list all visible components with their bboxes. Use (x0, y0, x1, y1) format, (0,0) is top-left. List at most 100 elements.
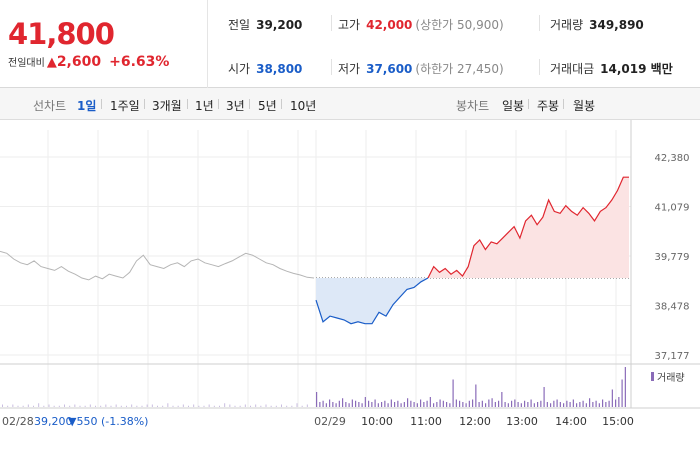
volume-bar (585, 403, 587, 407)
divider (281, 99, 282, 109)
stat-label: 저가 (338, 62, 361, 76)
volume-bar (89, 404, 91, 407)
volume-bar (550, 403, 552, 407)
stats-grid: 전일 39,200 고가 42,000 (상한가 50,900) 거래량 349,890… (209, 0, 700, 88)
stat-amount: 거래대금 14,019 백만 (550, 60, 673, 77)
volume-bar (602, 399, 604, 407)
stat-value: 349,890 (589, 18, 644, 32)
volume-bar (498, 400, 500, 407)
volume-bar (319, 402, 321, 407)
volume-bar (260, 405, 262, 407)
volume-bar (569, 402, 571, 407)
volume-legend-label: 거래량 (657, 372, 685, 384)
volume-bar (157, 405, 158, 407)
volume-bar (131, 404, 133, 407)
line-chart-label: 선차트 (33, 99, 67, 113)
down-area (316, 278, 428, 324)
volume-bar (53, 405, 55, 407)
prev-day-change: ▼550 (-1.38%) (68, 415, 148, 428)
volume-bar (533, 403, 535, 407)
down-line (315, 277, 429, 325)
volume-bar (452, 379, 454, 407)
volume-bar (423, 402, 425, 407)
volume-bar (193, 404, 195, 407)
volume-bar (188, 405, 189, 407)
volume-bar (546, 402, 548, 407)
divider (539, 15, 540, 31)
volume-bar (537, 402, 539, 407)
volume-bar (442, 400, 444, 407)
x-tick-label: 15:00 (602, 415, 634, 428)
volume-bar (270, 405, 272, 407)
volume-bar (543, 387, 545, 407)
candle-monthly[interactable]: 월봉 (573, 99, 596, 113)
volume-bar (374, 399, 376, 407)
stat-high: 고가 42,000 (상한가 50,900) (338, 16, 504, 33)
volume-bar (239, 405, 241, 407)
divider (249, 99, 250, 109)
stat-value: 39,200 (256, 18, 303, 32)
volume-bar (530, 399, 532, 407)
volume-bar (394, 402, 396, 407)
change-label: 전일대비 (8, 58, 45, 69)
upper-limit: (상한가 50,900) (415, 18, 504, 32)
candle-weekly[interactable]: 주봉 (537, 99, 560, 113)
volume-bar (33, 405, 34, 407)
candle-daily[interactable]: 일봉 (502, 99, 525, 113)
volume-bar (69, 405, 71, 407)
volume-bar (364, 397, 366, 407)
volume-bar (410, 400, 412, 407)
volume-bar (407, 398, 409, 407)
volume-bar (488, 399, 490, 407)
volume-bar (468, 400, 470, 407)
period-1y[interactable]: 1년 (195, 99, 214, 113)
period-3m[interactable]: 3개월 (152, 99, 182, 113)
volume-bar (244, 404, 246, 407)
volume-bar (229, 404, 231, 407)
volume-bar (387, 403, 389, 407)
volume-bar (208, 404, 210, 407)
period-3y[interactable]: 3년 (226, 99, 245, 113)
stat-label: 시가 (228, 62, 251, 76)
volume-bar (27, 404, 29, 407)
volume-bar (17, 405, 19, 407)
volume-bar (296, 403, 298, 407)
volume-bar (478, 402, 480, 407)
price-chart-svg: 42,380 41,079 39,779 38,478 37,177 거래량 02/28… (0, 120, 700, 428)
volume-bar (338, 400, 340, 407)
volume-bar (162, 405, 164, 407)
x-tick-label: 14:00 (555, 415, 587, 428)
volume-bar (397, 400, 399, 407)
divider (101, 99, 102, 109)
volume-bar (524, 400, 526, 407)
period-1w[interactable]: 1주일 (110, 99, 140, 113)
stat-value: 14,019 백만 (600, 62, 673, 76)
y-tick-label: 37,177 (655, 351, 690, 362)
divider (539, 59, 540, 75)
y-tick-label: 38,478 (655, 302, 690, 313)
volume-bar (7, 405, 9, 407)
volume-bar (79, 405, 81, 407)
volume-bar (595, 400, 597, 407)
price-chart[interactable]: 42,380 41,079 39,779 38,478 37,177 거래량 02/28… (0, 120, 700, 450)
volume-bar (265, 404, 267, 407)
volume-bar (472, 399, 474, 407)
stat-label: 고가 (338, 18, 361, 32)
period-10y[interactable]: 10년 (290, 99, 317, 113)
volume-bar (64, 404, 65, 407)
volume-bar (355, 400, 357, 407)
price-lines (0, 176, 629, 325)
x-tick-label: 10:00 (361, 415, 393, 428)
divider (331, 15, 332, 31)
volume-bar (306, 404, 308, 407)
prev-day-close: 39,200 (34, 415, 73, 428)
period-5y[interactable]: 5년 (258, 99, 277, 113)
volume-bar (501, 392, 503, 407)
x-tick-label: 12:00 (459, 415, 491, 428)
volume-bar (377, 403, 379, 407)
period-1d[interactable]: 1일 (77, 99, 97, 113)
volume-bar (167, 403, 169, 407)
divider (563, 99, 564, 109)
divider (528, 99, 529, 109)
divider (218, 99, 219, 109)
